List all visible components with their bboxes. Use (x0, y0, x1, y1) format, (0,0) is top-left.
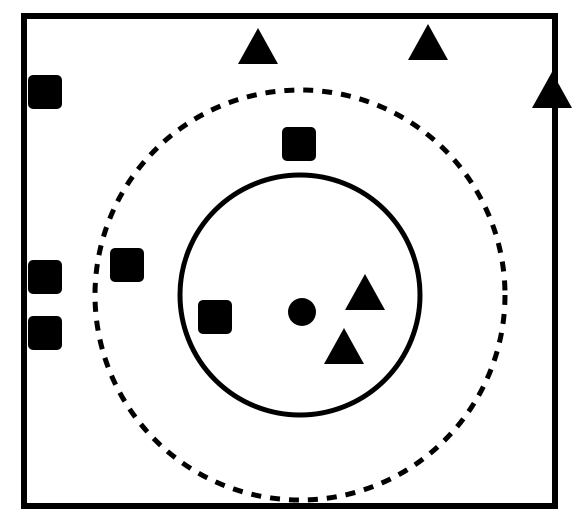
triangle-1 (238, 28, 278, 64)
triangle-2 (408, 24, 448, 60)
square-6 (198, 300, 232, 334)
triangle-4 (345, 274, 385, 310)
inner-circle (180, 175, 420, 415)
triangle-5 (324, 328, 364, 364)
square-2 (282, 127, 316, 161)
triangle-3 (532, 72, 572, 108)
square-5 (28, 316, 62, 350)
square-3 (110, 248, 144, 282)
diagram-canvas (0, 0, 579, 530)
diagram-svg (0, 0, 579, 530)
square-4 (28, 260, 62, 294)
center-point (288, 298, 316, 326)
square-1 (28, 75, 62, 109)
